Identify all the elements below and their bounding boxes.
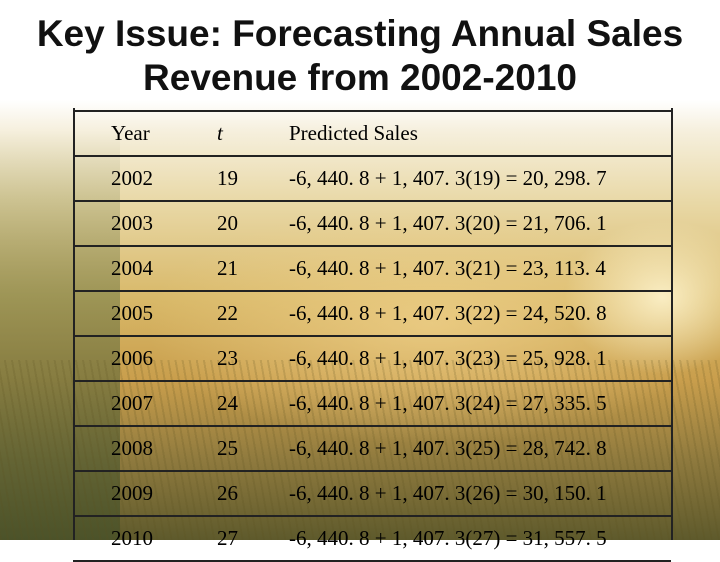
- cell-predicted-sales: -6, 440. 8 + 1, 407. 3(23) = 25, 928. 1: [289, 335, 671, 382]
- table-header-row: Year t Predicted Sales: [73, 110, 671, 157]
- cell-t: 25: [217, 425, 289, 472]
- cell-year: 2006: [73, 335, 217, 382]
- cell-year: 2010: [73, 515, 217, 562]
- cell-t: 19: [217, 155, 289, 202]
- title-line-1: Key Issue: Forecasting Annual Sales: [36, 13, 684, 54]
- slide-title: Key Issue: Forecasting Annual Sales Reve…: [0, 12, 720, 100]
- table-row: 2005 22 -6, 440. 8 + 1, 407. 3(22) = 24,…: [73, 290, 671, 337]
- cell-predicted-sales: -6, 440. 8 + 1, 407. 3(26) = 30, 150. 1: [289, 470, 671, 517]
- cell-t: 20: [217, 200, 289, 247]
- title-line-2: Revenue from 2002-2010: [143, 57, 577, 98]
- table-row: 2008 25 -6, 440. 8 + 1, 407. 3(25) = 28,…: [73, 425, 671, 472]
- cell-predicted-sales: -6, 440. 8 + 1, 407. 3(20) = 21, 706. 1: [289, 200, 671, 247]
- cell-t: 21: [217, 245, 289, 292]
- header-year: Year: [73, 110, 217, 157]
- cell-year: 2007: [73, 380, 217, 427]
- cell-year: 2005: [73, 290, 217, 337]
- cell-t: 26: [217, 470, 289, 517]
- header-t: t: [217, 110, 289, 157]
- table-row: 2007 24 -6, 440. 8 + 1, 407. 3(24) = 27,…: [73, 380, 671, 427]
- cell-year: 2009: [73, 470, 217, 517]
- table-row: 2002 19 -6, 440. 8 + 1, 407. 3(19) = 20,…: [73, 155, 671, 202]
- cell-predicted-sales: -6, 440. 8 + 1, 407. 3(21) = 23, 113. 4: [289, 245, 671, 292]
- table-row: 2003 20 -6, 440. 8 + 1, 407. 3(20) = 21,…: [73, 200, 671, 247]
- cell-t: 23: [217, 335, 289, 382]
- cell-year: 2003: [73, 200, 217, 247]
- cell-t: 22: [217, 290, 289, 337]
- cell-year: 2002: [73, 155, 217, 202]
- cell-t: 27: [217, 515, 289, 562]
- table-row: 2009 26 -6, 440. 8 + 1, 407. 3(26) = 30,…: [73, 470, 671, 517]
- forecast-table: Year t Predicted Sales 2002 19 -6, 440. …: [73, 110, 671, 562]
- cell-t: 24: [217, 380, 289, 427]
- header-predicted-sales: Predicted Sales: [289, 110, 671, 157]
- cell-predicted-sales: -6, 440. 8 + 1, 407. 3(24) = 27, 335. 5: [289, 380, 671, 427]
- cell-predicted-sales: -6, 440. 8 + 1, 407. 3(27) = 31, 557. 5: [289, 515, 671, 562]
- table-row: 2010 27 -6, 440. 8 + 1, 407. 3(27) = 31,…: [73, 515, 671, 562]
- cell-year: 2004: [73, 245, 217, 292]
- cell-predicted-sales: -6, 440. 8 + 1, 407. 3(25) = 28, 742. 8: [289, 425, 671, 472]
- table-row: 2004 21 -6, 440. 8 + 1, 407. 3(21) = 23,…: [73, 245, 671, 292]
- cell-predicted-sales: -6, 440. 8 + 1, 407. 3(19) = 20, 298. 7: [289, 155, 671, 202]
- table-row: 2006 23 -6, 440. 8 + 1, 407. 3(23) = 25,…: [73, 335, 671, 382]
- cell-year: 2008: [73, 425, 217, 472]
- cell-predicted-sales: -6, 440. 8 + 1, 407. 3(22) = 24, 520. 8: [289, 290, 671, 337]
